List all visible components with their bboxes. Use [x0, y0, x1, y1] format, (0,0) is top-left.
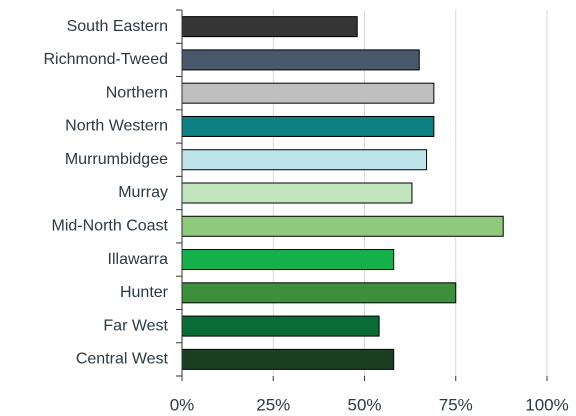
y-tick-label: Far West — [103, 317, 168, 334]
x-tick-label: 50% — [347, 395, 381, 414]
bar — [181, 249, 395, 271]
bar — [181, 282, 457, 304]
bar — [181, 16, 358, 38]
x-tick-label: 25% — [256, 395, 290, 414]
bar — [181, 49, 420, 71]
bar — [181, 348, 395, 370]
y-tick-label: Murrumbidgee — [65, 151, 168, 168]
y-tick-label: Northern — [106, 84, 168, 101]
y-tick-label: Richmond-Tweed — [44, 51, 169, 68]
x-tick-label: 75% — [439, 395, 473, 414]
bar — [181, 215, 504, 237]
y-tick-label: Illawarra — [108, 251, 169, 268]
x-tick-label: 100% — [525, 395, 568, 414]
y-tick-label: South Eastern — [67, 18, 168, 35]
y-tick-label: Hunter — [120, 284, 169, 301]
bar — [181, 315, 380, 337]
bar — [181, 115, 435, 137]
bar — [181, 82, 435, 104]
bar — [181, 149, 428, 171]
y-tick-label: Mid-North Coast — [52, 217, 169, 234]
bar — [181, 182, 413, 204]
y-tick-label: North Western — [65, 118, 168, 135]
x-tick-label: 0% — [170, 395, 195, 414]
y-tick-label: Murray — [118, 184, 168, 201]
y-tick-label: Central West — [76, 351, 169, 368]
